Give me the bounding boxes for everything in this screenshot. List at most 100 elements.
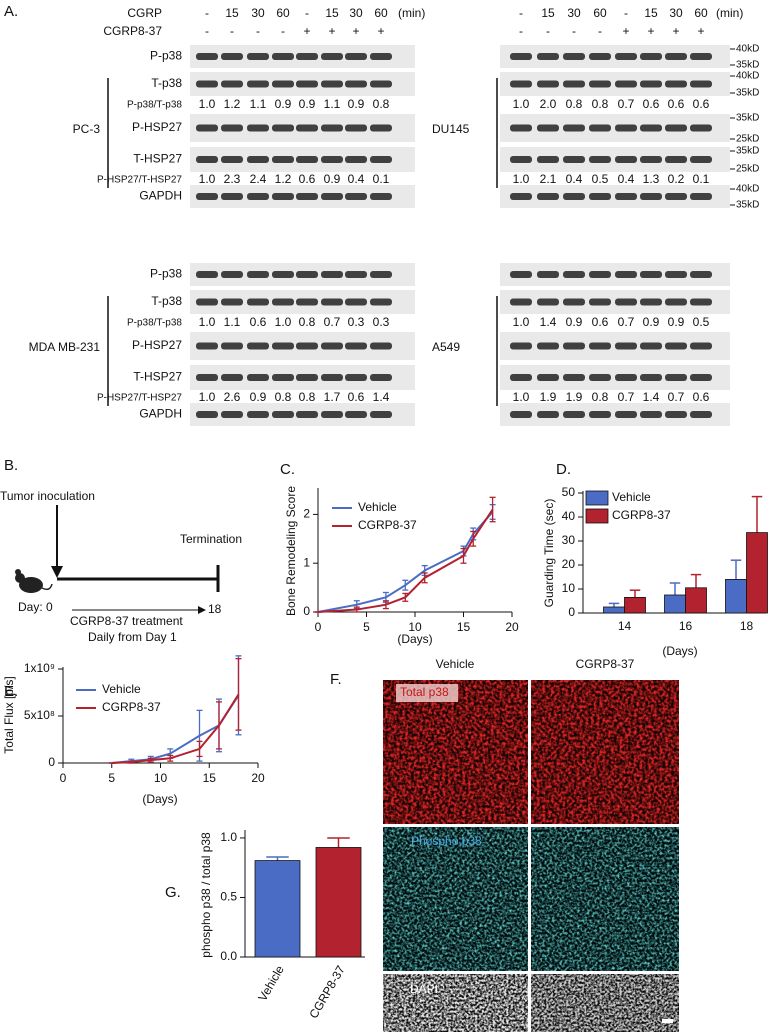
marker-label: 40kD [736,184,759,195]
ratio: 0.5 [693,315,710,329]
ratio: 0.9 [643,315,660,329]
treatment-value: + [697,24,704,38]
ratio: 0.9 [299,97,316,111]
band [563,156,585,163]
band [221,411,243,418]
row-label: P-HSP27/T-HSP27 [97,175,182,186]
day-end: 18 [208,602,222,616]
treatment-value: - [546,24,550,38]
x-tick-label: 0 [60,771,67,785]
band [563,53,585,60]
band [370,53,392,60]
cell-line: A549 [432,340,460,354]
row-label: T-HSP27 [133,370,182,384]
band [221,193,243,200]
band [221,156,243,163]
ratio: 0.7 [324,315,341,329]
scale-bar [662,1019,673,1023]
treatment-value: 60 [593,6,607,20]
band [615,411,637,418]
ratio: 0.4 [566,172,583,186]
ratio: 2.4 [250,172,267,186]
band [640,53,662,60]
band [196,374,218,381]
y-tick-label: 5x10⁸ [24,708,55,722]
band [665,271,687,278]
marker-label: 35kD [736,113,759,124]
panel-label: E. [4,683,18,700]
ratio: 0.1 [373,172,390,186]
row-label: T-HSP27 [133,152,182,166]
band [272,156,294,163]
band [321,53,343,60]
x-tick-label: 18 [740,619,754,633]
band [370,342,392,350]
micrographs: F. Vehicle CGRP8-37 Total p38 Phospho p3… [330,657,679,1032]
band [321,411,343,418]
band [589,374,611,381]
band [321,342,343,350]
ratio: 1.0 [199,390,216,404]
y-tick-label: 20 [562,557,576,571]
bar [254,860,301,958]
x-axis-label: (Days) [662,644,697,658]
series-line [317,508,494,613]
y-tick-label: 30 [562,533,576,547]
band [345,411,367,418]
band [665,193,687,200]
schedule: Daily from Day 1 [88,630,177,644]
treatment-value: 30 [567,6,581,20]
ratio: 0.6 [693,97,710,111]
ratio: 2.0 [540,97,557,111]
band [370,193,392,200]
band [272,411,294,418]
treatment-value: + [672,24,679,38]
bar [624,597,646,614]
band [665,298,687,306]
band [615,374,637,381]
band [345,271,367,278]
band [510,156,532,163]
x-tick-label: 5 [363,620,370,634]
marker-label: 40kD [736,44,759,55]
band [510,124,532,132]
band [615,298,637,306]
column-label: CGRP8-37 [576,657,635,671]
band [345,342,367,350]
band [537,411,559,418]
treatment-value: + [328,24,335,38]
ratio: 0.8 [299,315,316,329]
band [563,80,585,88]
bar [746,532,768,614]
band [510,298,532,306]
band [221,298,243,306]
band [321,124,343,132]
ratio: 0.3 [373,315,390,329]
band [615,156,637,163]
band [510,271,532,278]
x-tick-label: 10 [154,771,168,785]
treatment-label: CGRP8-37 [103,24,162,38]
band [589,411,611,418]
row-label: P-p38/T-p38 [127,100,182,111]
arrow-head [51,566,63,578]
ratio: 0.4 [618,172,635,186]
row-label: Phospho p38 [411,834,482,848]
band [640,80,662,88]
treatment-value: 30 [349,6,363,20]
band [221,124,243,132]
y-tick-label: 40 [562,509,576,523]
band [272,374,294,381]
legend-label: CGRP8-37 [102,700,161,714]
ratio: 0.8 [275,390,292,404]
x-tick-label: 20 [505,620,519,634]
panel-label: A. [4,3,18,20]
treatment-value: - [205,24,209,38]
band [665,80,687,88]
cell-line: PC-3 [73,122,101,136]
band [221,80,243,88]
ratio: 1.0 [513,97,530,111]
band [510,53,532,60]
ratio: 1.0 [513,315,530,329]
